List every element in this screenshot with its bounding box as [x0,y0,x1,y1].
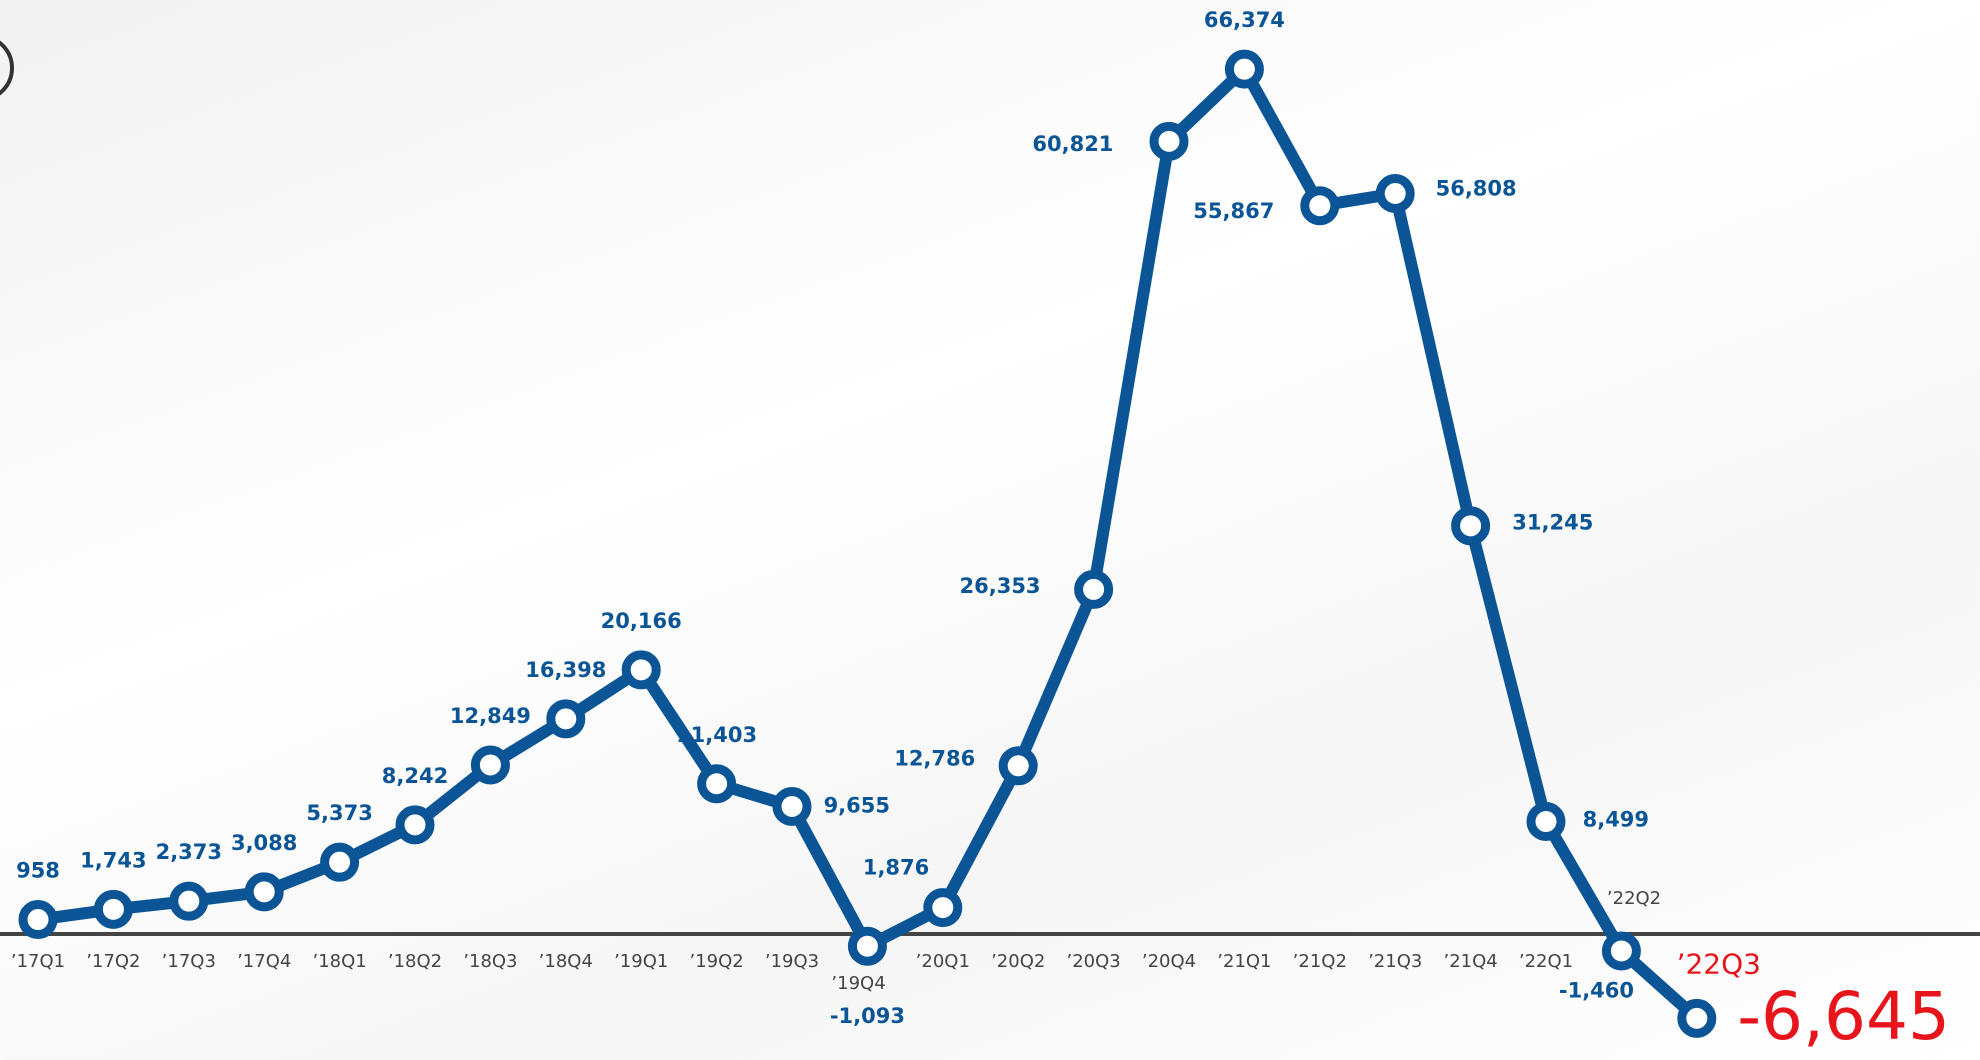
x-tick-label: ’22Q3 [1677,947,1761,980]
value-label: 26,353 [960,574,1041,598]
data-point [93,889,133,929]
value-label: 60,821 [1032,132,1113,156]
x-tick-label: ’17Q1 [11,951,65,972]
x-tick-label: ’20Q1 [916,951,970,972]
value-label: 55,867 [1193,199,1274,223]
x-tick-label: ’21Q2 [1293,951,1347,972]
data-point [1526,802,1566,842]
value-label: 958 [16,859,60,883]
x-tick-label: ’20Q3 [1066,951,1120,972]
data-point [923,888,963,928]
x-tick-label: ’20Q2 [991,951,1045,972]
value-label: -1,460 [1559,978,1634,1002]
data-point [1601,931,1641,971]
value-label: 31,245 [1512,510,1593,534]
x-tick-label: ’17Q2 [86,951,140,972]
value-label: 1,876 [863,855,929,879]
value-label: 8,242 [382,764,448,788]
value-label: 12,849 [450,704,531,728]
data-point [395,805,435,845]
data-point [847,926,887,966]
value-label: 66,374 [1204,8,1285,32]
x-tick-label: ’21Q4 [1443,951,1497,972]
x-tick-label: ’20Q4 [1142,951,1196,972]
x-tick-label: ’22Q1 [1519,951,1573,972]
decor-circle [0,40,14,96]
data-point [1300,186,1340,226]
x-tick-label: ’18Q2 [388,951,442,972]
value-label: 20,166 [601,609,682,633]
data-point [1074,569,1114,609]
x-tick-label: ’17Q3 [162,951,216,972]
value-label: 11,403 [676,723,757,747]
data-point [244,872,284,912]
value-label: 12,786 [894,746,975,770]
value-label: 9,655 [824,793,890,817]
value-label: 16,398 [525,658,606,682]
x-tick-label: ’19Q1 [614,951,668,972]
value-label: 3,088 [231,831,297,855]
data-point [546,699,586,739]
data-point [169,881,209,921]
x-tick-label: ’21Q3 [1368,951,1422,972]
x-tick-label: ’18Q3 [463,951,517,972]
data-point [772,786,812,826]
x-tick-label: ’17Q4 [237,951,291,972]
data-point [18,900,58,940]
data-point [697,764,737,804]
data-point [470,745,510,785]
data-point [1451,506,1491,546]
x-tick-label: ’19Q2 [689,951,743,972]
value-label: 8,499 [1583,807,1649,831]
x-tick-label: ’19Q3 [765,951,819,972]
value-label: 5,373 [306,801,372,825]
x-tick-label: ’18Q4 [539,951,593,972]
x-tick-label: ’18Q1 [312,951,366,972]
data-point [1224,49,1264,89]
data-point [320,842,360,882]
value-label: 1,743 [80,848,146,872]
value-label: -1,093 [830,1004,905,1028]
x-tick-label: ’19Q4 [831,973,885,994]
data-point [1375,173,1415,213]
value-label: 56,808 [1436,177,1517,201]
data-point [1677,998,1717,1038]
data-point [1149,121,1189,161]
x-tick-label: ’21Q1 [1217,951,1271,972]
value-label: 2,373 [156,840,222,864]
value-label: -6,645 [1737,978,1950,1055]
x-tick-label: ’22Q2 [1607,888,1661,909]
data-point [621,650,661,690]
data-point [998,746,1038,786]
